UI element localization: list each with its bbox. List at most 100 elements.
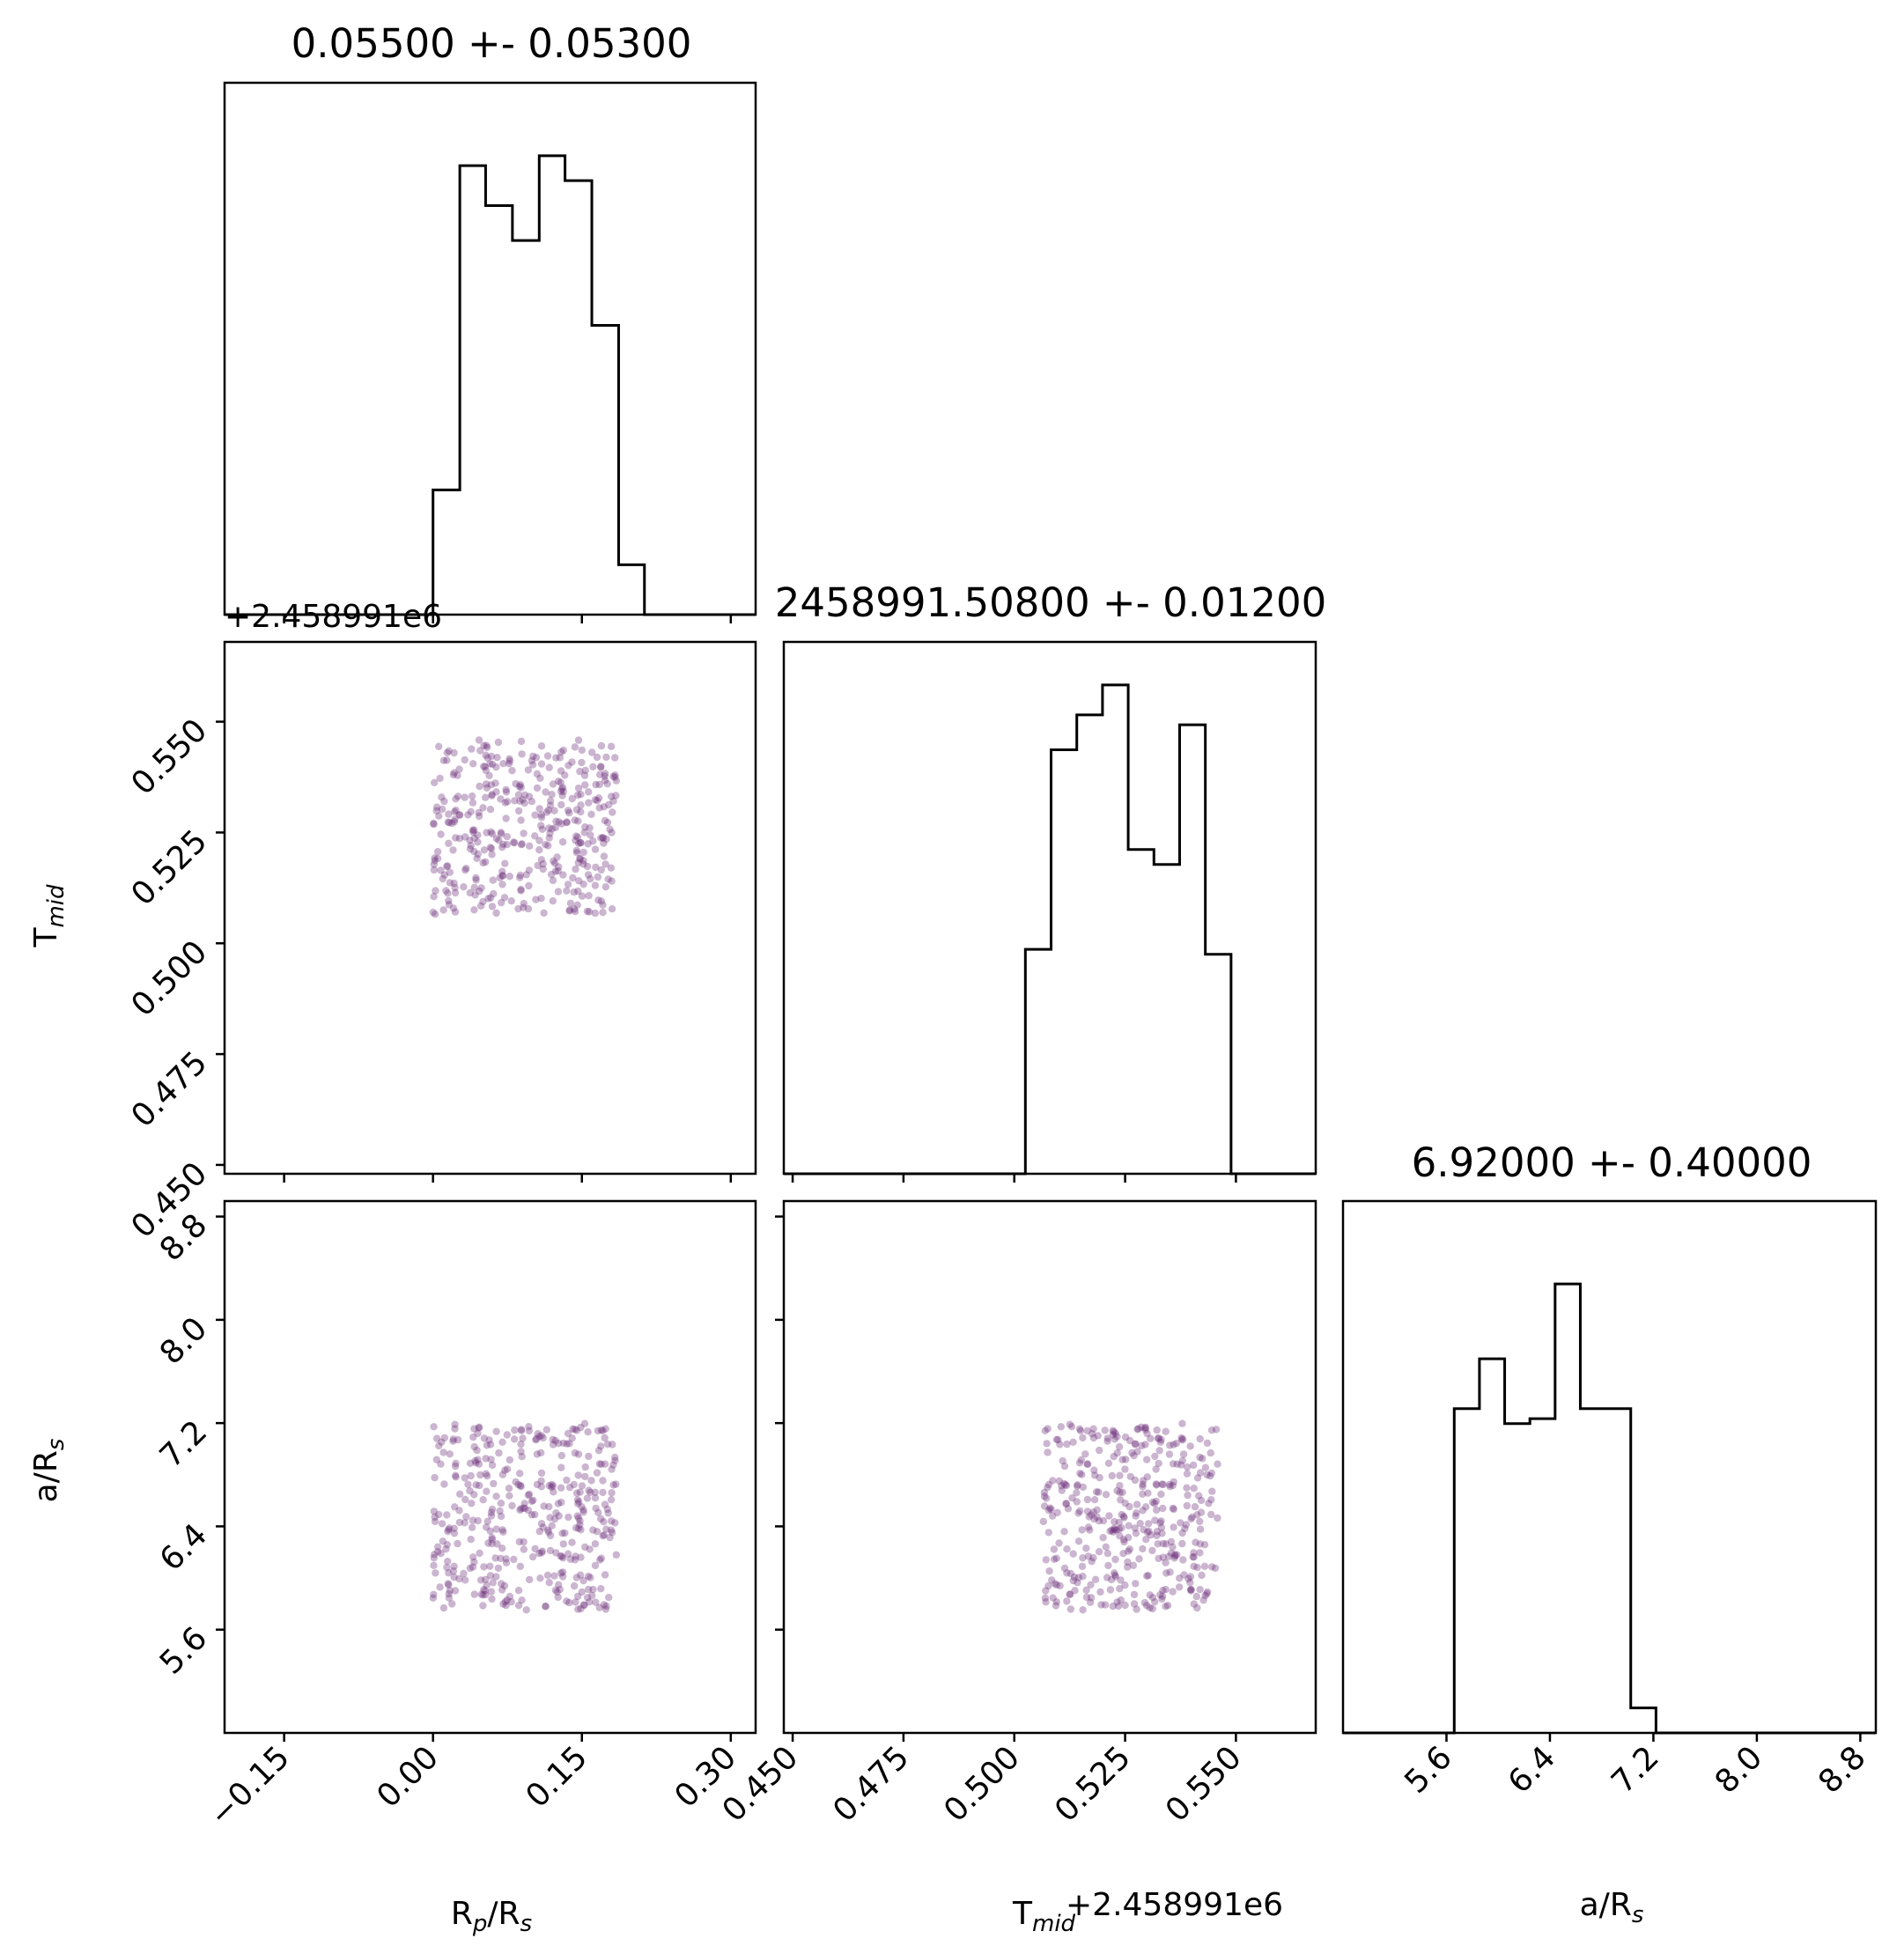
scatter-point-rp-ars	[482, 1455, 490, 1463]
scatter-point-tmid-ars	[1063, 1569, 1071, 1577]
scatter-point-rp-ars	[468, 1500, 476, 1507]
scatter-point-rp-tmid	[545, 763, 553, 771]
scatter-point-rp-tmid	[554, 888, 563, 896]
scatter-point-tmid-ars	[1058, 1482, 1066, 1490]
scatter-point-rp-ars	[461, 1519, 469, 1527]
scatter-point-rp-ars	[574, 1605, 582, 1613]
scatter-point-tmid-ars	[1121, 1581, 1129, 1589]
scatter-point-tmid-ars	[1118, 1456, 1126, 1463]
scatter-point-tmid-ars	[1142, 1602, 1151, 1610]
scatter-point-rp-ars	[486, 1562, 494, 1571]
scatter-point-rp-ars	[468, 1523, 476, 1531]
scatter-point-tmid-ars	[1103, 1550, 1112, 1558]
scatter-point-rp-ars	[544, 1526, 552, 1534]
scatter-point-tmid-ars	[1183, 1463, 1192, 1471]
scatter-point-rp-ars	[599, 1477, 607, 1485]
scatter-point-rp-ars	[601, 1434, 609, 1442]
scatter-point-rp-ars	[455, 1574, 463, 1583]
scatter-point-rp-ars	[492, 1525, 500, 1533]
scatter-point-tmid-ars	[1069, 1438, 1077, 1447]
scatter-point-rp-ars	[557, 1451, 565, 1460]
scatter-point-tmid-ars	[1062, 1481, 1071, 1490]
scatter-point-rp-ars	[542, 1603, 550, 1611]
scatter-point-rp-ars	[432, 1569, 439, 1577]
scatter-point-rp-ars	[607, 1526, 616, 1534]
scatter-point-tmid-ars	[1082, 1586, 1090, 1595]
scatter-point-rp-ars	[469, 1553, 477, 1561]
scatter-point-rp-ars	[439, 1448, 447, 1456]
scatter-point-rp-tmid	[608, 792, 616, 800]
scatter-point-tmid-ars	[1110, 1453, 1118, 1461]
scatter-point-tmid-ars	[1157, 1523, 1166, 1531]
scatter-point-rp-ars	[467, 1536, 475, 1544]
scatter-point-rp-tmid	[435, 742, 443, 750]
scatter-point-rp-ars	[568, 1434, 576, 1442]
scatter-point-tmid-ars	[1050, 1555, 1059, 1564]
scatter-point-tmid-ars	[1169, 1504, 1177, 1513]
scatter-point-rp-ars	[517, 1505, 525, 1513]
scatter-point-rp-ars	[443, 1541, 451, 1549]
scatter-point-rp-ars	[435, 1510, 443, 1519]
scatter-point-tmid-ars	[1153, 1426, 1161, 1434]
scatter-point-rp-tmid	[519, 796, 527, 804]
scatter-point-tmid-ars	[1208, 1563, 1216, 1571]
scatter-point-rp-ars	[487, 1508, 496, 1516]
scatter-point-rp-tmid	[538, 825, 546, 833]
scatter-point-rp-ars	[456, 1490, 464, 1499]
scatter-point-rp-tmid	[537, 811, 545, 819]
scatter-point-rp-ars	[443, 1511, 451, 1519]
scatter-point-rp-tmid	[517, 737, 526, 746]
scatter-point-tmid-ars	[1083, 1426, 1091, 1435]
scatter-point-rp-ars	[609, 1461, 617, 1469]
scatter-point-rp-tmid	[482, 793, 490, 801]
scatter-point-tmid-ars	[1079, 1554, 1087, 1562]
scatter-point-rp-tmid	[525, 792, 534, 800]
scatter-point-rp-ars	[498, 1526, 506, 1534]
scatter-point-tmid-ars	[1129, 1561, 1138, 1570]
scatter-point-rp-tmid	[476, 782, 483, 791]
scatter-point-rp-tmid	[431, 910, 439, 918]
scatter-point-rp-tmid	[600, 852, 609, 860]
scatter-point-rp-ars	[496, 1507, 504, 1515]
scatter-point-tmid-ars	[1111, 1435, 1119, 1443]
scatter-point-rp-ars	[440, 1480, 448, 1488]
scatter-point-tmid-ars	[1152, 1480, 1161, 1488]
scatter-point-tmid-ars	[1094, 1432, 1102, 1440]
scatter-point-rp-ars	[476, 1471, 484, 1479]
scatter-point-rp-tmid	[449, 904, 458, 912]
scatter-point-rp-tmid	[470, 834, 478, 843]
scatter-point-rp-ars	[514, 1587, 523, 1595]
scatter-point-rp-ars	[482, 1523, 491, 1531]
scatter-point-rp-tmid	[537, 856, 545, 864]
scatter-point-tmid-ars	[1139, 1490, 1147, 1499]
scatter-point-tmid-ars	[1101, 1601, 1110, 1609]
scatter-point-rp-ars	[517, 1426, 526, 1434]
scatter-point-tmid-ars	[1083, 1495, 1092, 1504]
scatter-point-rp-ars	[581, 1472, 589, 1481]
panel-frame-1-1	[782, 640, 1317, 1176]
scatter-point-rp-ars	[431, 1551, 439, 1559]
scatter-point-rp-tmid	[471, 891, 479, 899]
scatter-point-tmid-ars	[1151, 1516, 1159, 1524]
scatter-point-tmid-ars	[1064, 1505, 1073, 1513]
scatter-point-tmid-ars	[1196, 1540, 1205, 1548]
scatter-point-tmid-ars	[1169, 1588, 1177, 1596]
scatter-point-rp-ars	[588, 1591, 596, 1600]
scatter-point-rp-tmid	[608, 829, 616, 837]
scatter-point-tmid-ars	[1071, 1587, 1079, 1595]
scatter-point-tmid-ars	[1116, 1585, 1124, 1593]
scatter-point-rp-tmid	[468, 745, 476, 753]
scatter-point-rp-tmid	[570, 905, 579, 913]
scatter-point-rp-tmid	[451, 815, 459, 823]
scatter-point-rp-ars	[450, 1524, 458, 1533]
scatter-point-rp-tmid	[480, 763, 488, 770]
scatter-point-tmid-ars	[1159, 1480, 1168, 1489]
scatter-point-tmid-ars	[1133, 1448, 1141, 1456]
scatter-point-rp-tmid	[466, 837, 474, 844]
scatter-point-rp-tmid	[490, 889, 498, 898]
scatter-point-rp-tmid	[611, 773, 619, 781]
scatter-point-rp-ars	[569, 1425, 577, 1434]
scatter-point-tmid-ars	[1060, 1528, 1068, 1536]
scatter-point-rp-tmid	[573, 791, 582, 800]
scatter-point-tmid-ars	[1176, 1574, 1184, 1582]
